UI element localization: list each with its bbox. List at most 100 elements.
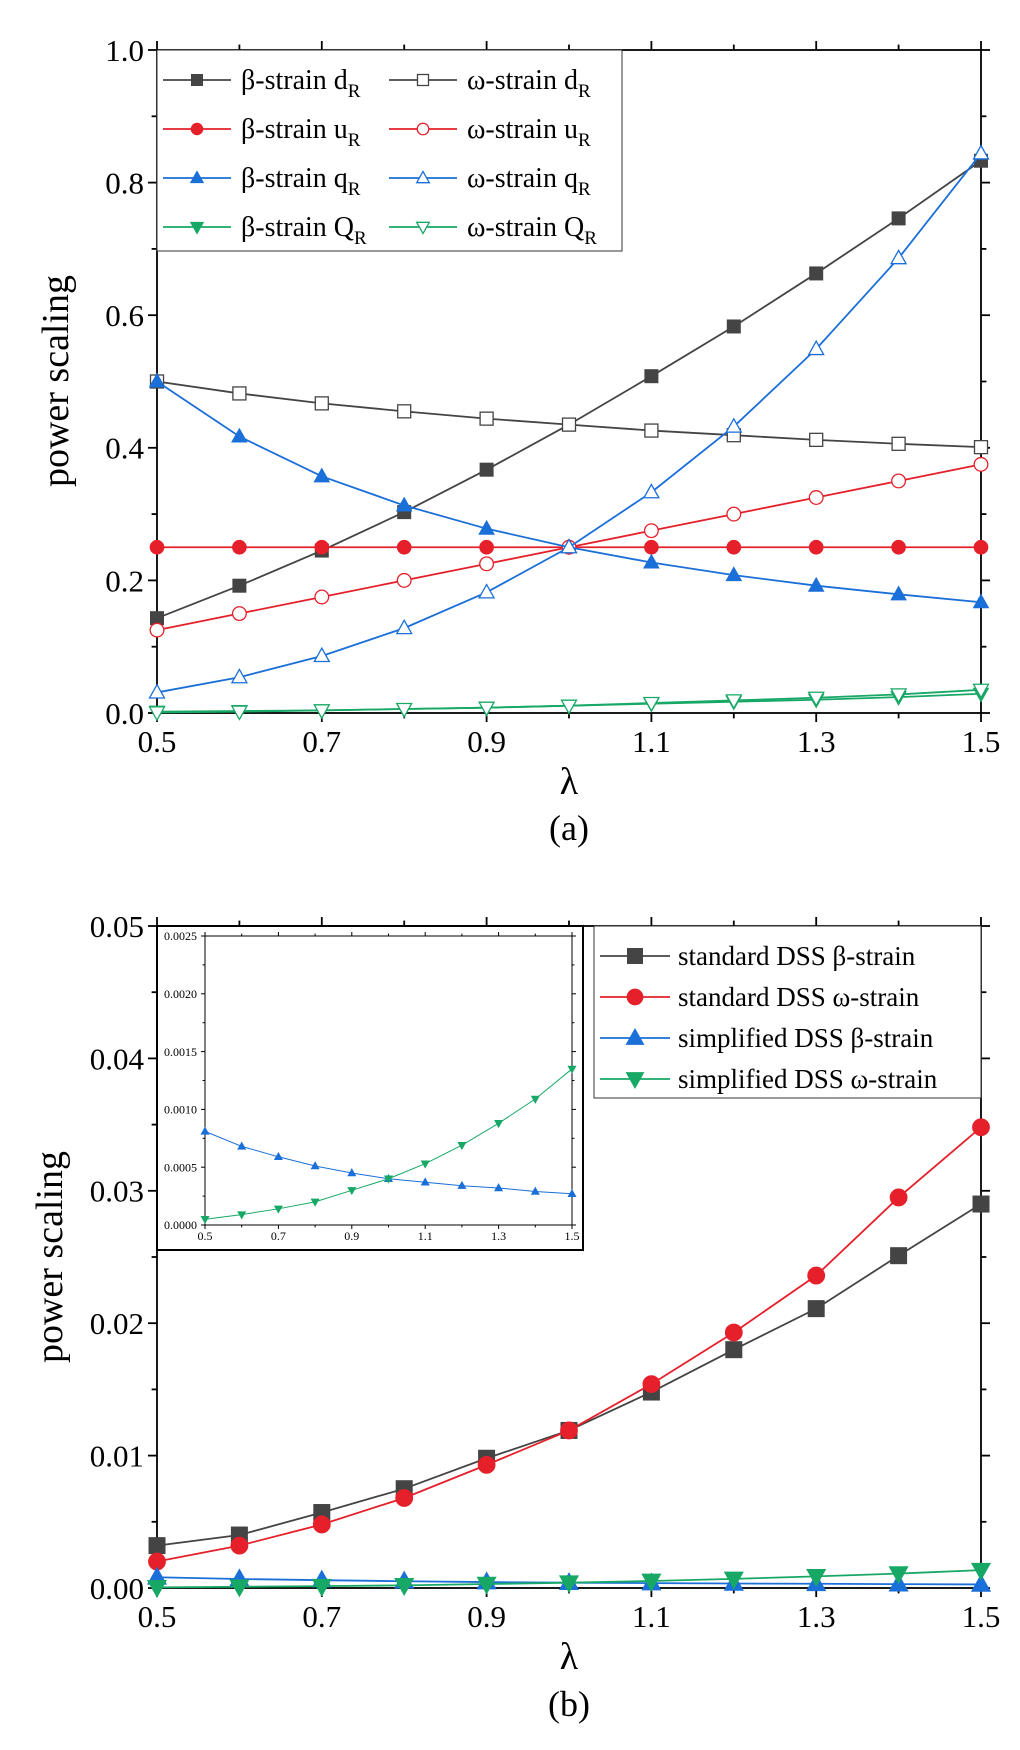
panel-b-data-point — [889, 1188, 908, 1207]
panel-a-y-tick-label: 0.4 — [105, 431, 144, 466]
panel-a-data-point — [809, 432, 824, 447]
panel-a-data-point — [313, 467, 331, 483]
panel-b-inset-data-point — [567, 1065, 577, 1074]
panel-a-data-point — [479, 462, 494, 477]
panel-a-y-tick-label: 0.0 — [105, 696, 144, 731]
legend-label-subscript: R — [578, 179, 591, 200]
panel-b-series-3 — [146, 1562, 992, 1598]
panel-b-inset-y-tick-label: 0.0015 — [164, 1045, 197, 1059]
panel-b-caption: (b) — [548, 1684, 590, 1724]
panel-b-legend — [593, 925, 982, 1099]
legend-marker-icon — [191, 74, 203, 86]
panel-a-data-point — [890, 585, 907, 601]
panel-b-data-point — [477, 1455, 496, 1474]
panel-a-x-tick-label: 1.1 — [632, 724, 671, 759]
legend-marker-icon — [627, 948, 643, 964]
panel-a-data-point — [891, 539, 906, 555]
legend-label-subscript: R — [348, 130, 361, 151]
panel-b-x-tick-label: 1.1 — [632, 1599, 671, 1634]
legend-label: ω-strain dR — [467, 65, 591, 102]
panel-a-data-point — [149, 622, 165, 638]
panel-b-y-tick-label: 0.01 — [90, 1438, 144, 1473]
legend-marker-icon — [416, 73, 430, 87]
legend-marker-icon — [189, 170, 205, 184]
panel-a-data-point — [397, 404, 412, 419]
panel-a-data-point — [479, 556, 495, 572]
panel-b-data-point — [724, 1323, 743, 1342]
legend-marker-icon — [626, 988, 644, 1006]
panel-b-data-point — [888, 1566, 909, 1585]
panel-a-data-point — [972, 593, 990, 609]
panel-b-inset-data-point — [383, 1175, 394, 1184]
panel-a-data-point — [891, 473, 907, 489]
panel-a-data-point — [644, 369, 659, 384]
panel-b-data-point — [807, 1266, 826, 1285]
panel-a-data-point — [478, 519, 495, 535]
panel-b-data-point — [972, 1195, 990, 1213]
panel-b-data-point — [641, 1573, 662, 1592]
panel-b-data-point — [725, 1341, 743, 1359]
panel-a-legend — [156, 49, 623, 252]
panel-b-data-point — [146, 1580, 168, 1598]
panel-a-legend-item: ω-strain qR — [389, 163, 591, 200]
panel-b-inset-x-tick-label: 1.1 — [418, 1229, 433, 1243]
panel-b-inset-y-tick-label: 0.0000 — [164, 1218, 197, 1232]
panel-a-data-point — [725, 566, 743, 582]
panel-a-data-point — [478, 583, 496, 599]
panel-b-inset-data-point — [494, 1120, 504, 1129]
panel-b-inset-y-tick-label: 0.0025 — [164, 929, 197, 943]
panel-b-inset-data-point — [457, 1142, 467, 1151]
panel-b-data-point — [642, 1375, 661, 1394]
panel-a-data-point — [726, 319, 741, 334]
panel-a-data-point — [479, 539, 494, 555]
panel-b-inset-data-point — [273, 1205, 283, 1214]
panel-b-inset-x-tick-label: 0.9 — [344, 1229, 359, 1243]
panel-a-data-point — [807, 691, 825, 707]
panel-b-y-tick-label: 0.00 — [90, 1571, 144, 1606]
panel-a-data-point — [891, 436, 906, 451]
panel-a-data-point — [891, 211, 906, 226]
panel-a-y-tick-label: 0.8 — [105, 165, 144, 200]
panel-b-legend-item: standard DSS ω-strain — [600, 982, 920, 1012]
panel-b-inset-data-point — [200, 1126, 210, 1135]
panel-b-x-tick-label: 1.5 — [962, 1599, 1001, 1634]
legend-label: β-strain QR — [241, 212, 367, 249]
panel-a-data-point — [973, 439, 989, 455]
panel-a-data-point — [314, 539, 330, 555]
legend-label-subscript: R — [578, 81, 591, 102]
legend-marker-icon — [190, 122, 204, 136]
panel-b-inset-data-point — [420, 1160, 430, 1169]
panel-a-data-point — [644, 539, 659, 555]
legend-marker-icon — [625, 1027, 645, 1045]
panel-a-data-point — [231, 606, 247, 622]
panel-a-series-5 — [148, 144, 990, 699]
panel-a-data-point — [973, 539, 989, 555]
panel-b-data-point — [312, 1515, 331, 1534]
legend-label-subscript: R — [348, 81, 361, 102]
panel-a-x-tick-label: 0.5 — [138, 724, 177, 759]
panel-b-inset-data-point — [457, 1180, 467, 1189]
panel-a-legend-item: ω-strain dR — [389, 65, 591, 102]
panel-a-data-point — [725, 417, 743, 433]
panel-b-inset-data-point — [530, 1095, 540, 1104]
legend-marker-icon — [415, 221, 431, 235]
panel-a-caption: (a) — [549, 808, 589, 848]
panel-b-inset-data-point — [567, 1188, 577, 1198]
panel-a-data-point — [230, 668, 248, 684]
panel-a-data-point — [396, 572, 412, 588]
panel-a-data-point — [313, 646, 331, 663]
panel-b-y-tick-label: 0.04 — [90, 1041, 145, 1076]
panel-a-legend-item: β-strain QR — [163, 212, 367, 249]
legend-label: β-strain dR — [241, 65, 361, 102]
panel-a-data-point — [232, 539, 247, 555]
panel-a-x-tick-label: 0.9 — [467, 724, 506, 759]
panel-b-y-tick-label: 0.05 — [90, 909, 144, 944]
panel-a-data-point — [232, 578, 247, 593]
panel-b-x-tick-label: 1.3 — [797, 1599, 836, 1634]
panel-b-inset-data-point — [420, 1177, 430, 1186]
panel-b-data-point — [972, 1118, 990, 1137]
panel-a-data-point — [644, 423, 659, 438]
legend-marker-icon — [189, 221, 205, 235]
panel-b-inset-data-point — [200, 1216, 210, 1225]
